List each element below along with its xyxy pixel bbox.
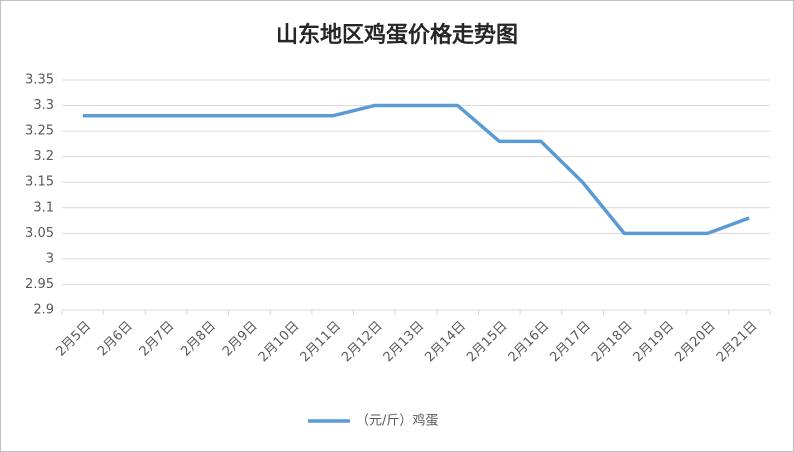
y-tick-label: 3.1 <box>33 200 54 215</box>
y-tick-label: 2.95 <box>25 277 54 292</box>
chart-title: 山东地区鸡蛋价格走势图 <box>276 22 518 48</box>
y-tick-label: 3.3 <box>33 98 54 113</box>
y-tick-label: 3.25 <box>25 124 54 139</box>
y-tick-label: 3.05 <box>25 226 54 241</box>
y-tick-label: 3.15 <box>25 175 54 190</box>
y-tick-label: 2.9 <box>33 303 54 318</box>
y-tick-label: 3.2 <box>33 149 54 164</box>
legend-label: （元/斤）鸡蛋 <box>356 413 438 429</box>
data-line <box>82 103 750 236</box>
y-tick-label: 3 <box>46 251 54 266</box>
y-tick-label: 3.35 <box>25 73 54 88</box>
